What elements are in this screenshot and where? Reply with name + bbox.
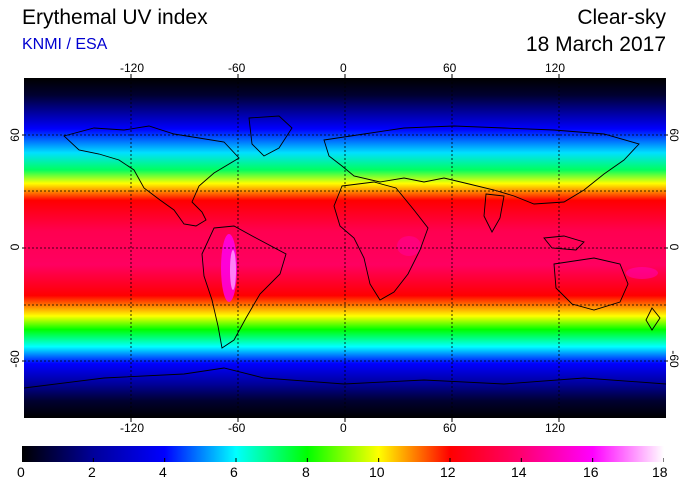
lon-tick-top-2: -60	[228, 61, 246, 75]
indonesia-coast	[543, 235, 585, 251]
colorbar-gradient	[22, 446, 664, 462]
lon-tick-bottom-3: 0	[340, 421, 347, 435]
antarctica-coast	[24, 367, 666, 389]
south-america-coast	[201, 225, 287, 349]
pacific-hotspot	[626, 267, 658, 279]
uv-index-map	[24, 78, 666, 418]
lon-tick-bottom-5: 120	[545, 421, 566, 435]
colorbar-label-10: 10	[369, 464, 385, 480]
lat-tick-left-1: 60	[8, 128, 22, 142]
colorbar-label-12: 12	[440, 464, 456, 480]
colorbar	[22, 446, 664, 462]
lon-tick-bottom-4: 60	[443, 421, 457, 435]
lat-tick-left-3: -60	[8, 350, 22, 368]
colorbar-label-2: 2	[88, 464, 96, 480]
lon-tick-bottom-1: -120	[120, 421, 145, 435]
map-title: Erythemal UV index	[22, 6, 208, 29]
graticule	[24, 78, 666, 418]
sky-condition-label: Clear-sky	[577, 6, 666, 29]
india-coast	[483, 193, 505, 233]
lon-tick-bottom-2: -60	[228, 421, 246, 435]
lon-tick-top-3: 0	[340, 61, 347, 75]
coastlines	[24, 115, 666, 389]
lat-tick-right-3: -60	[667, 350, 681, 368]
east-africa-hotspot	[397, 236, 421, 256]
lon-tick-top-5: 120	[545, 61, 566, 75]
colorbar-label-8: 8	[302, 464, 310, 480]
new-zealand-coast	[645, 307, 661, 331]
lon-tick-top-1: -120	[120, 61, 145, 75]
lat-tick-right-2: 0	[667, 243, 681, 251]
map-frame-ticks	[22, 74, 668, 422]
colorbar-label-18: 18	[652, 464, 668, 480]
andes-peak-hotspot	[230, 250, 236, 290]
lat-tick-left-2: 0	[8, 243, 22, 251]
colorbar-label-4: 4	[159, 464, 167, 480]
australia-coast	[553, 257, 629, 311]
colorbar-label-14: 14	[511, 464, 527, 480]
north-america-coast	[63, 125, 240, 227]
colorbar-label-6: 6	[230, 464, 238, 480]
eurasia-coast	[323, 125, 640, 205]
colorbar-label-16: 16	[583, 464, 599, 480]
lon-tick-top-4: 60	[443, 61, 457, 75]
lat-tick-right-1: 60	[667, 128, 681, 142]
data-source-label: KNMI / ESA	[22, 36, 108, 53]
greenland-coast	[248, 115, 293, 157]
map-date: 18 March 2017	[525, 33, 666, 56]
colorbar-label-0: 0	[17, 464, 25, 480]
